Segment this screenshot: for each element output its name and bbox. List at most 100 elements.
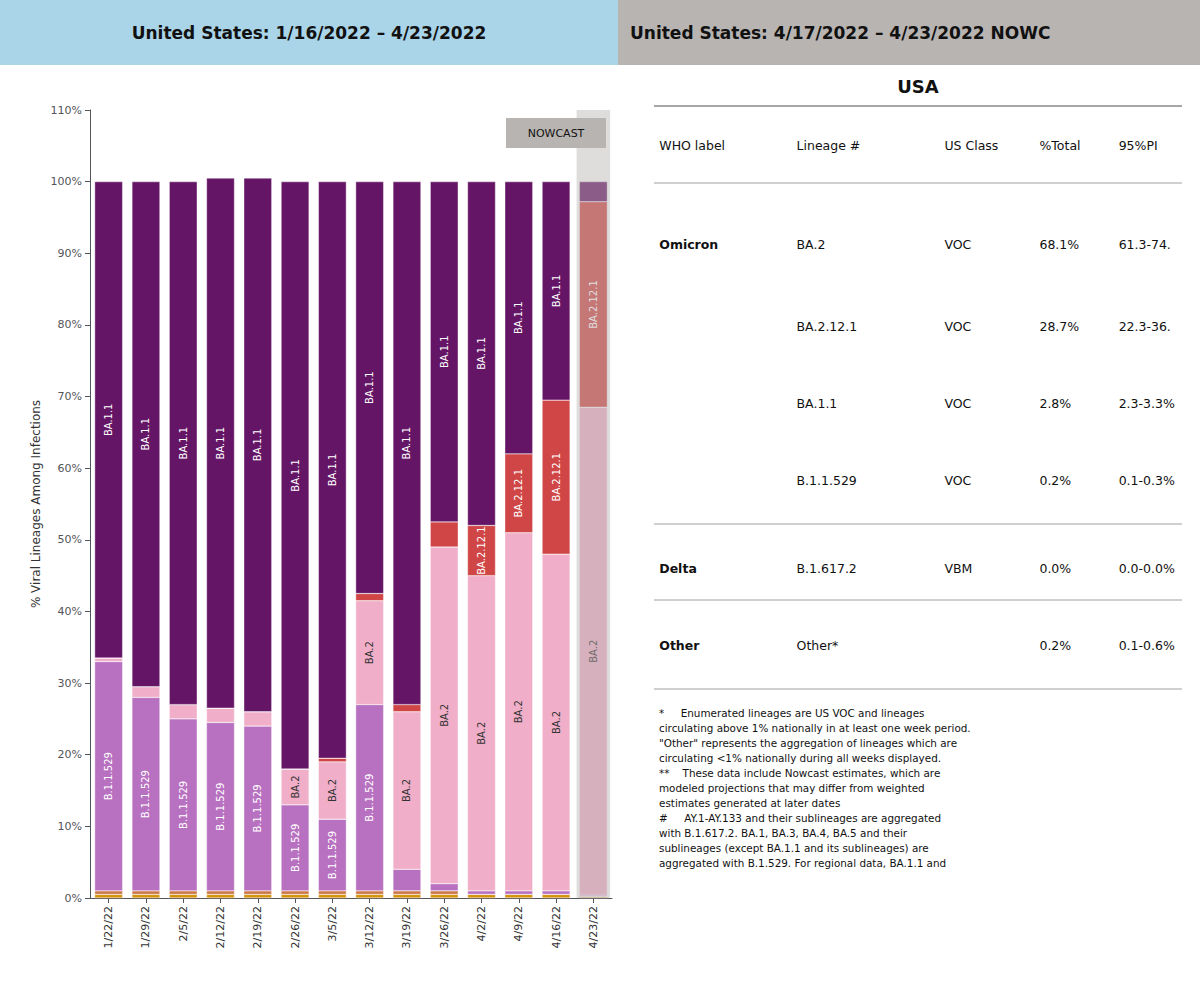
svg-text:BA.1.1: BA.1.1 xyxy=(551,275,562,308)
svg-text:NOWCAST: NOWCAST xyxy=(528,127,585,140)
svg-text:Omicron: Omicron xyxy=(659,237,718,252)
svg-text:BA.1.1: BA.1.1 xyxy=(103,404,114,437)
svg-text:BA.2: BA.2 xyxy=(364,641,375,664)
svg-text:B.1.1.529: B.1.1.529 xyxy=(797,473,857,488)
svg-text:B.1.617.2: B.1.617.2 xyxy=(797,561,857,576)
svg-text:estimates generated at later d: estimates generated at later dates xyxy=(659,797,840,809)
svg-text:B.1.1.529: B.1.1.529 xyxy=(103,752,114,800)
svg-text:90%: 90% xyxy=(58,247,82,260)
svg-text:circulating <1% nationally dur: circulating <1% nationally during all we… xyxy=(659,752,941,764)
svg-text:4/16/22: 4/16/22 xyxy=(550,906,563,948)
svg-text:3/12/22: 3/12/22 xyxy=(363,906,376,948)
svg-text:US Class: US Class xyxy=(944,138,998,153)
svg-text:BA.1.1: BA.1.1 xyxy=(364,371,375,404)
svg-text:%Total: %Total xyxy=(1039,138,1080,153)
svg-text:WHO label: WHO label xyxy=(659,138,725,153)
svg-text:B.1.1.529: B.1.1.529 xyxy=(178,781,189,829)
svg-text:BA.1.1: BA.1.1 xyxy=(401,427,412,460)
svg-text:BA.1.1: BA.1.1 xyxy=(797,396,838,411)
svg-text:BA.1.1: BA.1.1 xyxy=(439,335,450,368)
svg-text:2.3-3.3%: 2.3-3.3% xyxy=(1119,396,1175,411)
svg-text:100%: 100% xyxy=(51,175,82,188)
svg-text:BA.1.1: BA.1.1 xyxy=(140,418,151,451)
svg-text:sublineages (except BA.1.1 and: sublineages (except BA.1.1 and its subli… xyxy=(659,842,929,854)
svg-text:B.1.1.529: B.1.1.529 xyxy=(215,783,226,831)
svg-text:61.3-74.: 61.3-74. xyxy=(1119,237,1171,252)
svg-text:BA.2.12.1: BA.2.12.1 xyxy=(476,526,487,575)
svg-text:VOC: VOC xyxy=(944,473,971,488)
svg-text:modeled projections that may d: modeled projections that may differ from… xyxy=(659,782,925,794)
svg-text:Delta: Delta xyxy=(659,561,697,576)
svg-text:0.2%: 0.2% xyxy=(1039,473,1071,488)
svg-text:1/22/22: 1/22/22 xyxy=(102,906,115,948)
svg-text:BA.1.1: BA.1.1 xyxy=(252,429,263,462)
svg-text:2/26/22: 2/26/22 xyxy=(289,906,302,948)
svg-text:30%: 30% xyxy=(58,677,82,690)
svg-text:USA: USA xyxy=(897,76,939,97)
svg-text:60%: 60% xyxy=(58,462,82,475)
svg-text:BA.2: BA.2 xyxy=(476,722,487,745)
svg-text:** These data include Nowca: ** These data include Nowcast estimates,… xyxy=(659,767,940,779)
svg-text:VBM: VBM xyxy=(944,561,972,576)
svg-text:B.1.1.529: B.1.1.529 xyxy=(327,831,338,879)
svg-text:Lineage #: Lineage # xyxy=(797,138,861,153)
svg-text:BA.2.12.1: BA.2.12.1 xyxy=(797,319,858,334)
svg-text:1/29/22: 1/29/22 xyxy=(139,906,152,948)
svg-text:0.2%: 0.2% xyxy=(1039,638,1071,653)
svg-text:with B.1.617.2. BA.1, BA.3, BA: with B.1.617.2. BA.1, BA.3, BA.4, BA.5 a… xyxy=(659,827,908,839)
svg-text:circulating above 1% nationall: circulating above 1% nationally in at le… xyxy=(659,722,971,734)
svg-text:BA.2: BA.2 xyxy=(797,237,826,252)
svg-text:2/5/22: 2/5/22 xyxy=(177,906,190,941)
svg-text:Other: Other xyxy=(659,638,700,653)
svg-text:"Other" represents the aggrega: "Other" represents the aggregation of li… xyxy=(659,737,957,749)
svg-text:% Viral Lineages Among Infecti: % Viral Lineages Among Infections xyxy=(29,400,43,608)
svg-text:22.3-36.: 22.3-36. xyxy=(1119,319,1171,334)
svg-text:BA.2.12.1: BA.2.12.1 xyxy=(513,469,524,518)
svg-text:VOC: VOC xyxy=(944,319,971,334)
svg-text:28.7%: 28.7% xyxy=(1039,319,1079,334)
svg-text:United States: 1/16/2022 – 4/2: United States: 1/16/2022 – 4/23/2022 xyxy=(132,23,487,43)
svg-text:95%PI: 95%PI xyxy=(1119,138,1158,153)
svg-text:2.8%: 2.8% xyxy=(1039,396,1071,411)
svg-text:3/26/22: 3/26/22 xyxy=(438,906,451,948)
svg-text:BA.2.12.1: BA.2.12.1 xyxy=(551,453,562,502)
svg-text:BA.1.1: BA.1.1 xyxy=(178,427,189,460)
svg-text:3/19/22: 3/19/22 xyxy=(400,906,413,948)
svg-text:Other*: Other* xyxy=(797,638,839,653)
svg-text:0.1-0.3%: 0.1-0.3% xyxy=(1119,473,1175,488)
svg-text:BA.1.1: BA.1.1 xyxy=(290,459,301,492)
svg-text:0.0-0.0%: 0.0-0.0% xyxy=(1119,561,1175,576)
svg-text:# AY.1-AY.133 and their su: # AY.1-AY.133 and their sublineages are … xyxy=(659,812,941,824)
svg-text:B.1.1.529: B.1.1.529 xyxy=(140,770,151,818)
svg-text:BA.1.1: BA.1.1 xyxy=(327,454,338,487)
svg-text:BA.1.1: BA.1.1 xyxy=(476,337,487,370)
svg-text:aggregated with B.1.529. For r: aggregated with B.1.529. For regional da… xyxy=(659,857,946,869)
svg-text:VOC: VOC xyxy=(944,396,971,411)
svg-text:B.1.1.529: B.1.1.529 xyxy=(252,784,263,832)
svg-text:3/5/22: 3/5/22 xyxy=(326,906,339,941)
svg-text:BA.2: BA.2 xyxy=(290,775,301,798)
svg-text:2/19/22: 2/19/22 xyxy=(251,906,264,948)
svg-text:80%: 80% xyxy=(58,318,82,331)
svg-text:40%: 40% xyxy=(58,605,82,618)
svg-text:4/9/22: 4/9/22 xyxy=(512,906,525,941)
svg-text:B.1.1.529: B.1.1.529 xyxy=(290,824,301,872)
svg-text:BA.2: BA.2 xyxy=(401,779,412,802)
svg-text:10%: 10% xyxy=(58,820,82,833)
svg-text:BA.2: BA.2 xyxy=(327,779,338,802)
svg-text:BA.2: BA.2 xyxy=(513,700,524,723)
svg-text:110%: 110% xyxy=(51,104,82,117)
svg-text:0.0%: 0.0% xyxy=(1039,561,1071,576)
svg-text:2/12/22: 2/12/22 xyxy=(214,906,227,948)
svg-text:20%: 20% xyxy=(58,748,82,761)
svg-text:4/2/22: 4/2/22 xyxy=(475,906,488,941)
svg-text:VOC: VOC xyxy=(944,237,971,252)
svg-text:50%: 50% xyxy=(58,533,82,546)
svg-text:BA.1.1: BA.1.1 xyxy=(215,427,226,460)
svg-text:BA.1.1: BA.1.1 xyxy=(513,301,524,334)
svg-text:70%: 70% xyxy=(58,390,82,403)
svg-text:68.1%: 68.1% xyxy=(1039,237,1079,252)
svg-text:0.1-0.6%: 0.1-0.6% xyxy=(1119,638,1175,653)
svg-text:0%: 0% xyxy=(65,892,82,905)
svg-text:BA.2: BA.2 xyxy=(439,704,450,727)
